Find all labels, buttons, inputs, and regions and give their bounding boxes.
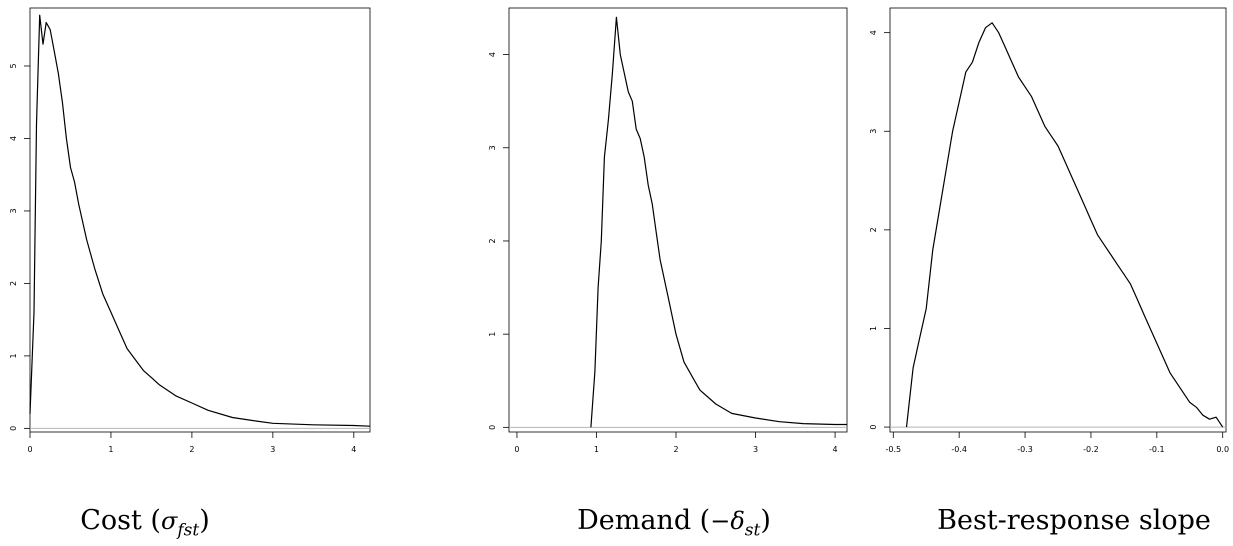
cost-y-tick-label: 3 (9, 208, 18, 213)
cost-y-tick-label: 0 (9, 426, 18, 431)
slope-y-tick-label: 2 (869, 227, 878, 232)
cost-x-tick-label: 2 (189, 445, 194, 454)
slope-y-tick-label: 4 (869, 30, 878, 35)
demand-density-line (590, 16, 847, 428)
cost-caption: Cost (σfst) (80, 505, 210, 541)
demand-panel: 0 1 2 3 4 0 1 2 3 4 (488, 7, 848, 454)
cost-density-line (29, 14, 371, 427)
slope-x-tick-label: -0.3 (1017, 445, 1033, 454)
slope-x-tick-label: -0.5 (885, 445, 901, 454)
slope-y-tick-label: 3 (869, 129, 878, 134)
demand-x-tick-label: 4 (833, 445, 838, 454)
slope-y-tick-label: 1 (869, 326, 878, 331)
demand-x-tick-label: 0 (514, 445, 519, 454)
slope-density-line (905, 22, 1224, 428)
demand-y-tick-label: 4 (488, 52, 497, 57)
slope-x-tick-label: 0.0 (1216, 445, 1229, 454)
demand-y-tick-label: 1 (488, 332, 497, 337)
demand-x-tick-label: 1 (594, 445, 599, 454)
cost-x-tick-label: 4 (351, 445, 356, 454)
demand-y-tick-label: 0 (488, 425, 497, 430)
cost-plot-frame (29, 7, 371, 433)
slope-x-tick-label: -0.2 (1083, 445, 1099, 454)
demand-y-tick-label: 2 (488, 238, 497, 243)
best-response-slope-panel: -0.5 -0.4 -0.3 -0.2 -0.1 0.0 0 1 2 3 4 (869, 7, 1229, 454)
best-response-slope-caption: Best-response slope (937, 505, 1211, 536)
demand-x-tick-label: 2 (673, 445, 678, 454)
slope-y-tick-label: 0 (869, 425, 878, 430)
cost-y-tick-label: 2 (9, 281, 18, 286)
demand-y-tick-label: 3 (488, 145, 497, 150)
cost-y-tick-label: 5 (9, 63, 18, 68)
cost-x-tick-label: 0 (27, 445, 32, 454)
demand-plot-frame (508, 7, 848, 433)
cost-panel: 0 1 2 3 4 0 1 2 3 4 5 (9, 7, 371, 454)
demand-caption: Demand (−δst) (577, 505, 771, 541)
slope-x-tick-label: -0.4 (951, 445, 967, 454)
cost-y-tick-label: 4 (9, 136, 18, 141)
slope-x-tick-label: -0.1 (1149, 445, 1165, 454)
cost-x-tick-label: 1 (108, 445, 113, 454)
slope-plot-frame (889, 7, 1227, 433)
cost-x-tick-label: 3 (270, 445, 275, 454)
cost-y-tick-label: 1 (9, 353, 18, 358)
demand-x-tick-label: 3 (753, 445, 758, 454)
